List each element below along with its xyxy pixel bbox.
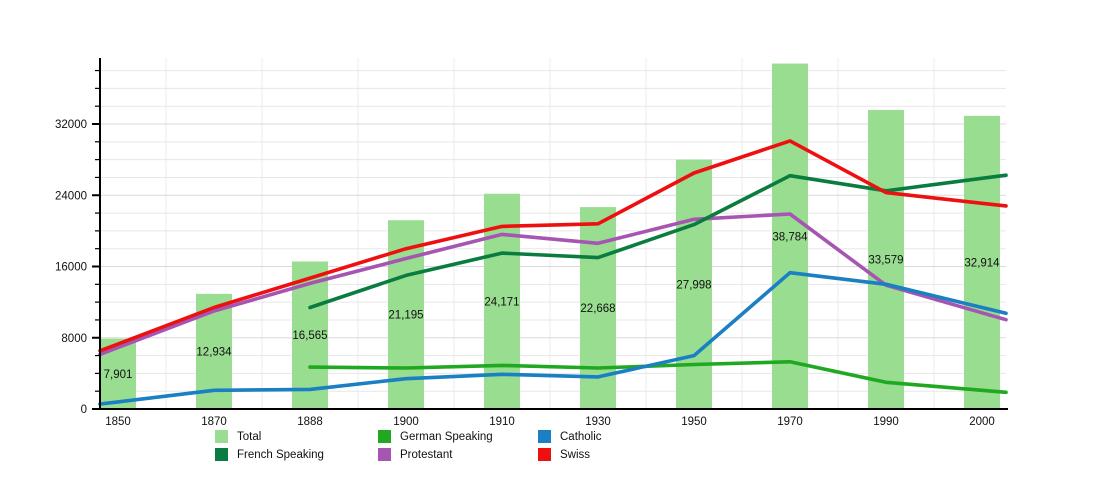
x-axis: 1850 1870 1888 1900 1910 1930 1950 1970 1990 2000 [105, 416, 995, 428]
legend-item-french-speaking: French Speaking [215, 447, 378, 462]
x-axis-label: 1990 [873, 416, 899, 428]
y-axis-label: 0 [81, 404, 87, 416]
legend-item-protestant: Protestant [378, 447, 538, 462]
legend-item-german-speaking: German Speaking [378, 429, 538, 444]
swiss-line [98, 139, 1008, 353]
bar-value-label: 27,998 [676, 279, 711, 291]
bar-value-label: 21,195 [388, 310, 423, 322]
x-axis-label: 1970 [777, 416, 803, 428]
legend-item-total: Total [215, 429, 378, 444]
total-bar [772, 63, 808, 410]
total-bar [964, 115, 1000, 410]
chart-legend: Total German Speaking Catholic French Speak… [215, 429, 688, 462]
german-speaking-line [308, 359, 1008, 395]
legend-label: Total [237, 430, 262, 443]
bar-value-labels: 7,901 12,934 16,565 21,195 24,171 22,668 27,99… [104, 231, 1001, 381]
legend-label: Protestant [400, 448, 453, 461]
y-axis-label: 24000 [55, 190, 87, 202]
bar-value-label: 24,171 [484, 296, 519, 308]
y-axis-label: 16000 [55, 262, 87, 274]
total-bar [676, 159, 712, 409]
x-axis-label: 1870 [201, 416, 227, 428]
total-bar [868, 109, 904, 409]
french-speaking-line [308, 173, 1008, 310]
bar-value-label: 38,784 [772, 231, 808, 243]
legend-swatch [215, 430, 228, 443]
bar-value-label: 12,934 [196, 346, 232, 358]
x-axis-label: 1950 [681, 416, 707, 428]
x-axis-label: 1910 [489, 416, 515, 428]
bar-value-label: 33,579 [868, 254, 903, 266]
legend-swatch [538, 448, 551, 461]
legend-item-swiss: Swiss [538, 447, 688, 462]
legend-label: Catholic [560, 430, 602, 443]
line-series [98, 139, 1008, 406]
axes [99, 58, 1008, 410]
legend-label: German Speaking [400, 430, 493, 443]
x-axis-label: 1930 [585, 416, 611, 428]
bar-value-label: 16,565 [292, 330, 327, 342]
legend-swatch [378, 430, 391, 443]
x-axis-label: 2000 [969, 416, 995, 428]
y-axis: 0 8000 16000 24000 32000 [55, 69, 100, 416]
legend-label: French Speaking [237, 448, 324, 461]
legend-swatch [215, 448, 228, 461]
y-axis-label: 32000 [55, 119, 87, 131]
bar-value-label: 7,901 [104, 369, 133, 381]
x-axis-label: 1888 [297, 416, 323, 428]
bar-value-label: 32,914 [964, 257, 1000, 269]
bar-value-label: 22,668 [580, 303, 615, 315]
legend-swatch [538, 430, 551, 443]
x-axis-label: 1900 [393, 416, 419, 428]
x-axis-label: 1850 [105, 416, 131, 428]
catholic-line [98, 270, 1008, 406]
legend-item-catholic: Catholic [538, 429, 688, 444]
y-axis-label: 8000 [61, 333, 87, 345]
legend-swatch [378, 448, 391, 461]
legend-label: Swiss [560, 448, 591, 461]
